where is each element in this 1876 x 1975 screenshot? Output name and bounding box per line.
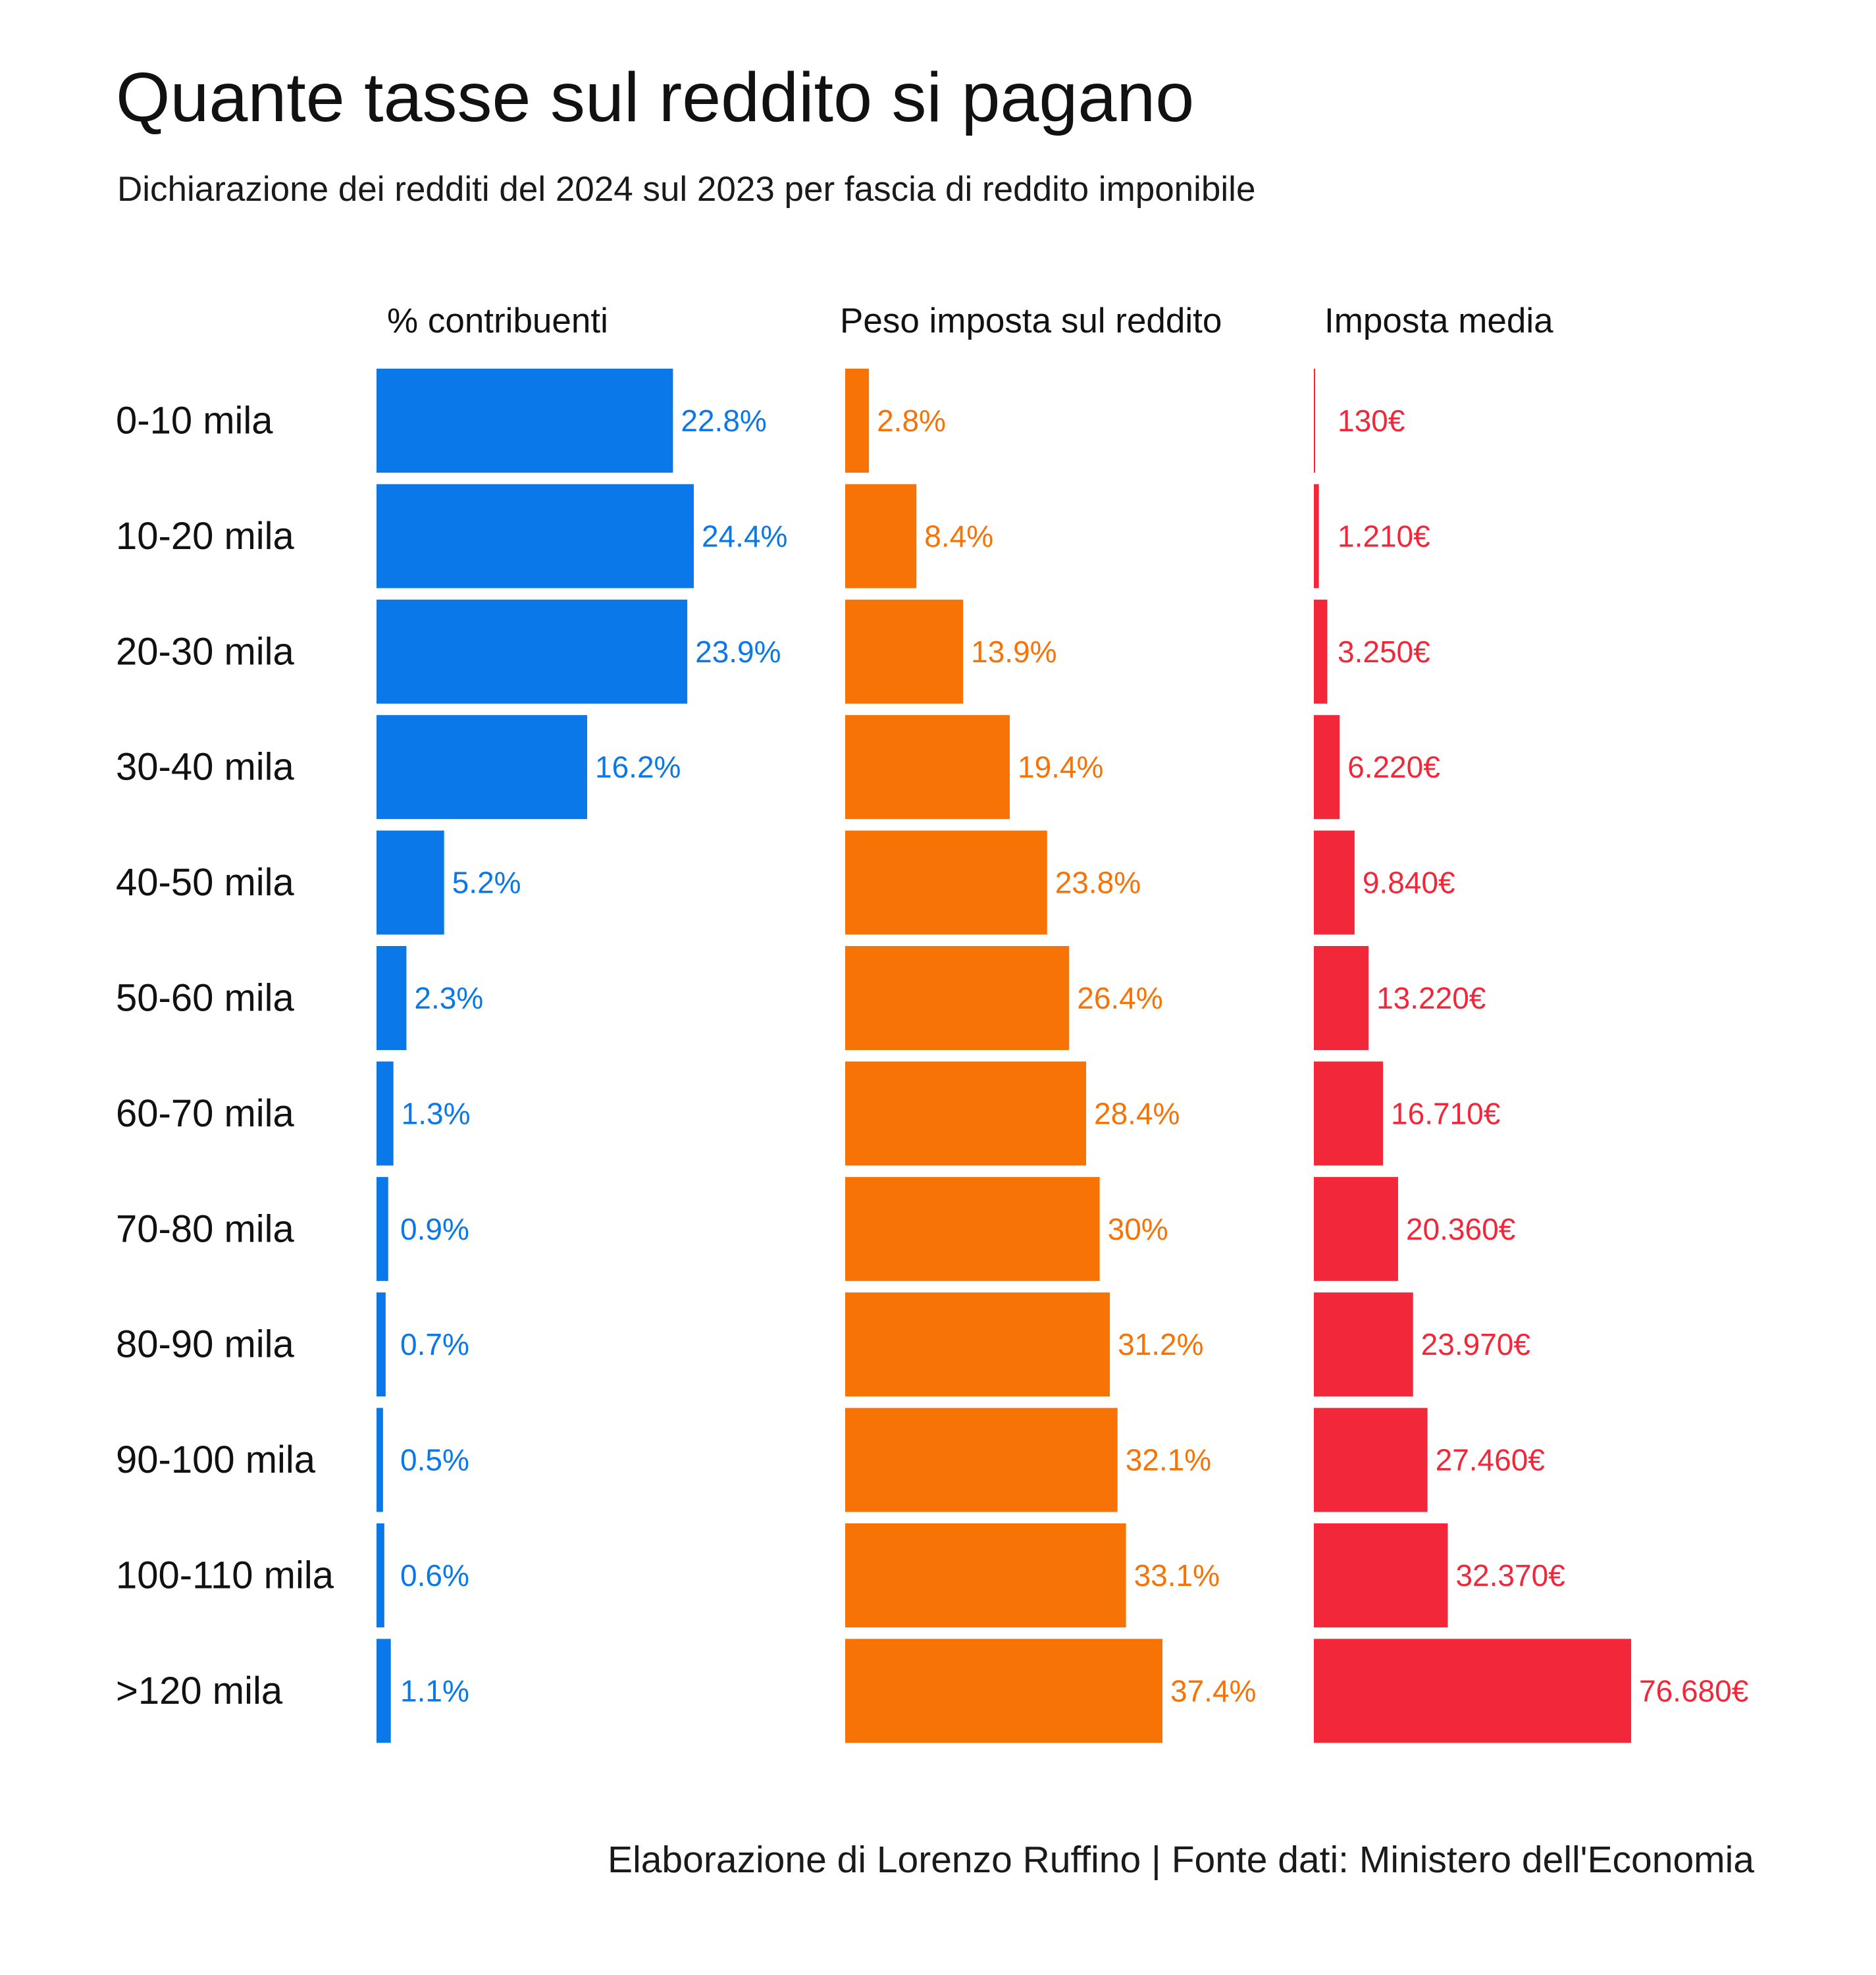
data-label: 22.8% bbox=[681, 404, 766, 438]
bar bbox=[845, 1292, 1110, 1397]
bar bbox=[1314, 1523, 1448, 1627]
bar bbox=[1314, 1292, 1413, 1397]
bar bbox=[1314, 1176, 1398, 1281]
category-label: 80-90 mila bbox=[116, 1323, 295, 1366]
bar bbox=[377, 599, 688, 704]
data-label: 8.4% bbox=[924, 519, 993, 553]
data-label: 1.3% bbox=[402, 1096, 471, 1130]
bar bbox=[377, 484, 694, 589]
category-label: 90-100 mila bbox=[116, 1438, 316, 1481]
bar bbox=[1314, 1061, 1384, 1166]
data-label: 32.1% bbox=[1126, 1443, 1211, 1477]
category-label: 60-70 mila bbox=[116, 1092, 295, 1135]
bar bbox=[845, 830, 1047, 935]
data-label: 130€ bbox=[1338, 404, 1405, 438]
data-label: 2.8% bbox=[877, 404, 946, 438]
data-label: 0.5% bbox=[400, 1443, 469, 1477]
bar bbox=[377, 1639, 391, 1743]
data-label: 6.220€ bbox=[1347, 750, 1440, 784]
bar bbox=[377, 715, 588, 820]
source-note: Elaborazione di Lorenzo Ruffino | Fonte … bbox=[608, 1839, 1754, 1881]
data-label: 23.8% bbox=[1055, 866, 1141, 900]
category-label: 20-30 mila bbox=[116, 630, 295, 673]
bar bbox=[845, 946, 1070, 1050]
data-label: 19.4% bbox=[1018, 750, 1103, 784]
data-label: 24.4% bbox=[702, 519, 787, 553]
bar bbox=[845, 599, 964, 704]
panel-header: Peso imposta sul reddito bbox=[840, 302, 1222, 340]
data-label: 31.2% bbox=[1118, 1327, 1203, 1361]
chart-title: Quante tasse sul reddito si pagano bbox=[116, 59, 1195, 136]
bar bbox=[377, 1292, 386, 1397]
bar bbox=[1314, 599, 1328, 704]
data-label: 1.1% bbox=[400, 1673, 469, 1708]
bar bbox=[377, 1176, 388, 1281]
bar bbox=[377, 369, 673, 473]
data-label: 27.460€ bbox=[1436, 1443, 1545, 1477]
data-label: 0.6% bbox=[400, 1558, 469, 1593]
panel-header: Imposta media bbox=[1324, 302, 1553, 340]
data-label: 2.3% bbox=[414, 981, 483, 1015]
category-label: 40-50 mila bbox=[116, 861, 295, 904]
bar bbox=[1314, 484, 1319, 589]
bar bbox=[1314, 369, 1315, 473]
data-label: 0.7% bbox=[400, 1327, 469, 1361]
category-label: 100-110 mila bbox=[116, 1554, 334, 1597]
panel-header: % contribuenti bbox=[387, 302, 608, 340]
bar bbox=[845, 1523, 1126, 1627]
bar bbox=[377, 1408, 383, 1512]
data-label: 30% bbox=[1108, 1212, 1168, 1246]
data-label: 3.250€ bbox=[1338, 635, 1430, 669]
data-label: 16.2% bbox=[595, 750, 681, 784]
data-label: 16.710€ bbox=[1391, 1096, 1500, 1130]
bar bbox=[377, 1523, 384, 1627]
category-label: >120 mila bbox=[116, 1670, 283, 1712]
data-label: 23.970€ bbox=[1421, 1327, 1530, 1361]
bar bbox=[1314, 946, 1369, 1050]
data-label: 1.210€ bbox=[1338, 519, 1430, 553]
data-label: 76.680€ bbox=[1639, 1673, 1748, 1708]
bar bbox=[1314, 715, 1340, 820]
bar bbox=[845, 1061, 1087, 1166]
data-label: 23.9% bbox=[695, 635, 781, 669]
bar bbox=[845, 484, 917, 589]
data-label: 37.4% bbox=[1170, 1673, 1256, 1708]
category-label: 30-40 mila bbox=[116, 746, 295, 789]
data-label: 28.4% bbox=[1094, 1096, 1180, 1130]
bar bbox=[377, 830, 444, 935]
bar bbox=[1314, 1408, 1428, 1512]
bar bbox=[1314, 830, 1355, 935]
bar bbox=[845, 369, 870, 473]
bar bbox=[1314, 1639, 1631, 1743]
data-label: 13.220€ bbox=[1376, 981, 1486, 1015]
data-label: 0.9% bbox=[400, 1212, 469, 1246]
data-label: 26.4% bbox=[1077, 981, 1162, 1015]
bar bbox=[377, 1061, 394, 1166]
chart-area: 0-10 mila 10-20 mila 20-30 mila 30-40 mila 4… bbox=[116, 302, 1748, 1743]
data-label: 20.360€ bbox=[1406, 1212, 1515, 1246]
bar bbox=[845, 715, 1010, 820]
category-label: 0-10 mila bbox=[116, 400, 273, 442]
bar bbox=[845, 1639, 1162, 1743]
bar bbox=[845, 1408, 1118, 1512]
category-label: 70-80 mila bbox=[116, 1207, 295, 1250]
data-label: 13.9% bbox=[971, 635, 1056, 669]
category-label: 50-60 mila bbox=[116, 977, 295, 1020]
data-label: 32.370€ bbox=[1455, 1558, 1565, 1593]
chart-subtitle: Dichiarazione dei redditi del 2024 sul 2… bbox=[117, 170, 1256, 209]
data-label: 5.2% bbox=[452, 866, 521, 900]
bar bbox=[377, 946, 407, 1050]
category-label: 10-20 mila bbox=[116, 515, 295, 558]
data-label: 9.840€ bbox=[1363, 866, 1455, 900]
data-label: 33.1% bbox=[1134, 1558, 1220, 1593]
bar bbox=[845, 1176, 1100, 1281]
